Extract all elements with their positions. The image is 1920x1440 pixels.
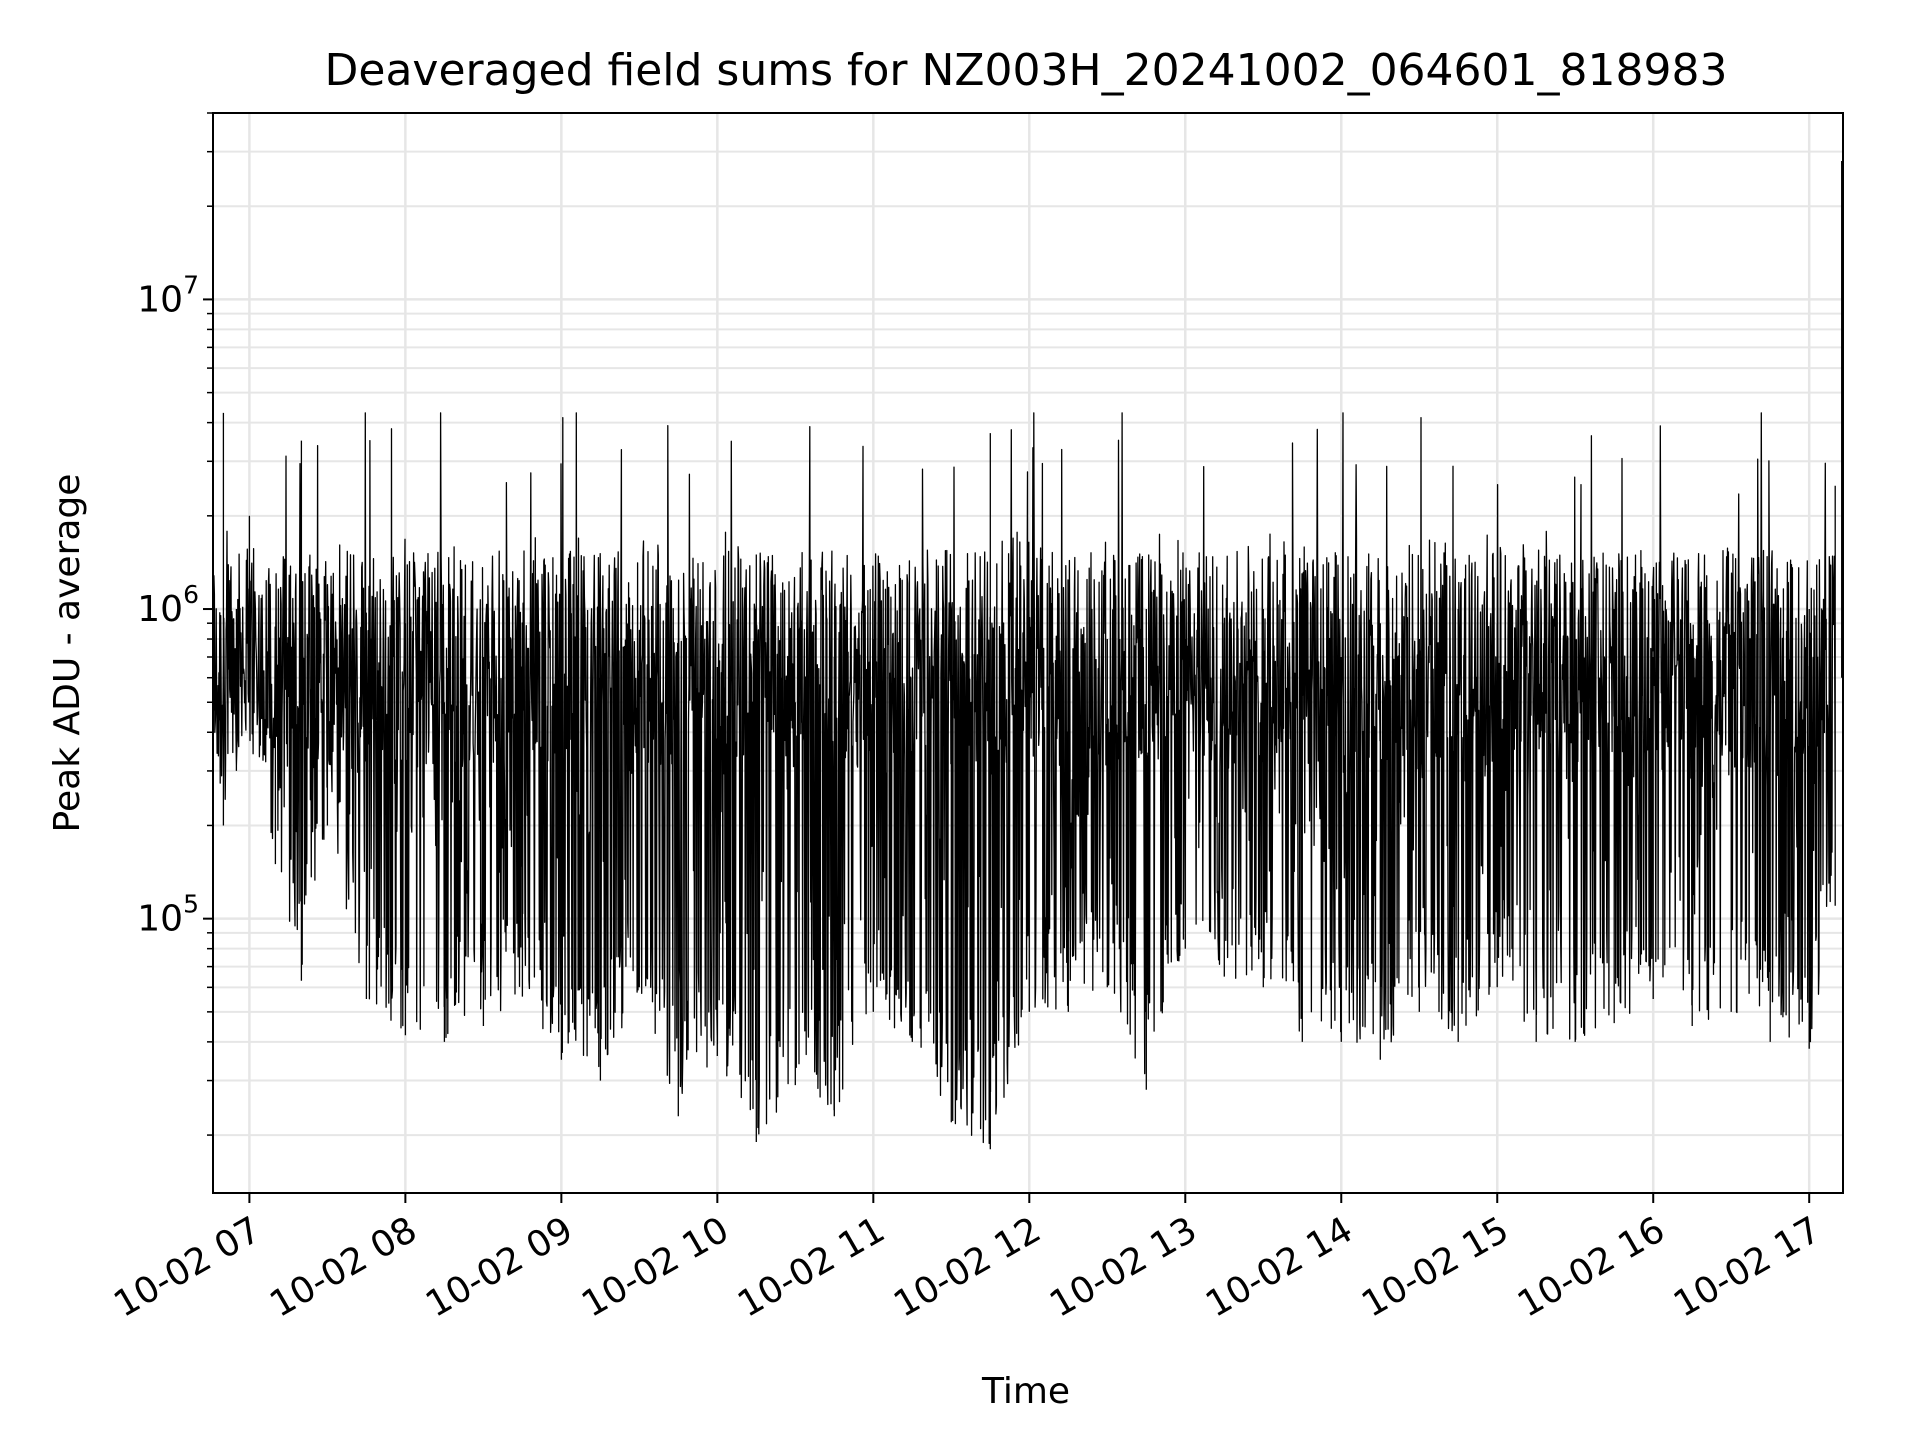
y-axis: 105 106 107 <box>137 112 213 1136</box>
y-tick-label: 106 <box>137 580 199 630</box>
plot-area <box>212 161 1844 1150</box>
y-tick-label: 105 <box>137 890 199 940</box>
y-axis-label: Peak ADU - average <box>47 474 88 833</box>
plot-frame <box>212 112 1844 1194</box>
x-axis-label: Time <box>981 1371 1070 1412</box>
chart-title: Deaveraged field sums for NZ003H_2024100… <box>325 45 1728 96</box>
y-tick-label: 107 <box>137 270 199 320</box>
series-line <box>212 161 1844 1150</box>
